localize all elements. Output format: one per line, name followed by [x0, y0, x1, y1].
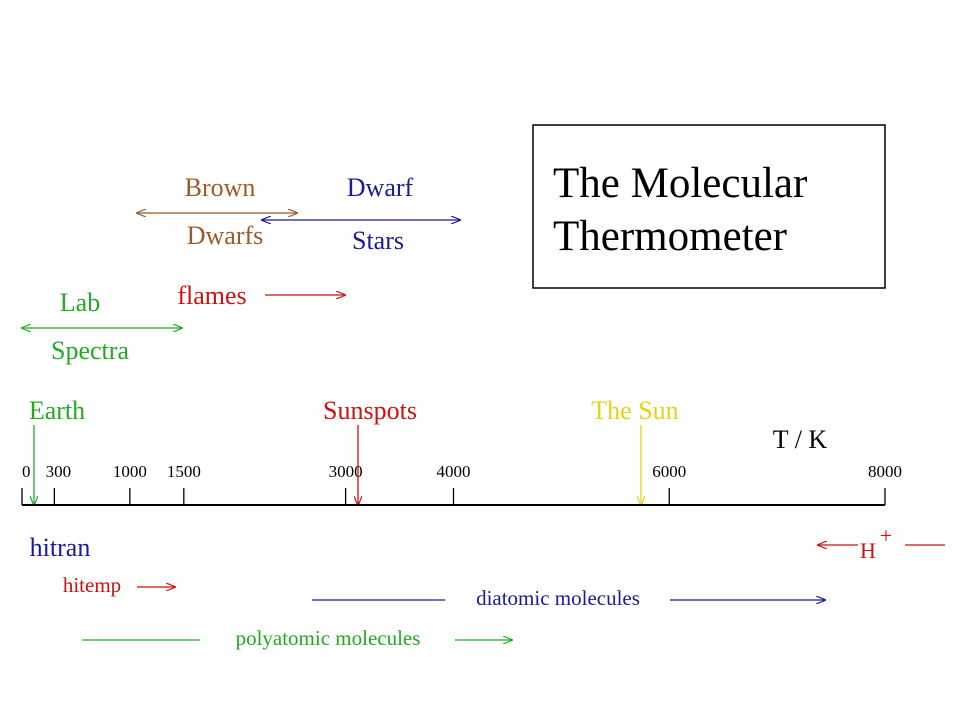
label: Earth	[29, 396, 85, 425]
label: hitemp	[63, 573, 121, 597]
label: hitran	[30, 533, 91, 562]
tick-label: 3000	[329, 462, 363, 481]
tick-label: 8000	[868, 462, 902, 481]
label: Dwarfs	[187, 221, 264, 250]
label: Stars	[352, 226, 404, 255]
label: polyatomic molecules	[236, 626, 421, 650]
title-box	[532, 124, 886, 289]
tick-label: 300	[46, 462, 72, 481]
label: The Sun	[591, 396, 678, 425]
label: +	[880, 523, 892, 548]
tick-label: 6000	[652, 462, 686, 481]
label: Spectra	[51, 336, 129, 365]
title-line: The Molecular	[553, 160, 807, 207]
tick-label: 1000	[113, 462, 147, 481]
label: Lab	[60, 288, 100, 317]
label: flames	[177, 281, 246, 310]
axis-label: T / K	[773, 425, 828, 454]
title-line: Thermometer	[553, 213, 787, 260]
label: H	[860, 538, 876, 563]
label: Sunspots	[323, 396, 417, 425]
label: Brown	[185, 173, 256, 202]
tick-label: 4000	[437, 462, 471, 481]
label: Dwarf	[347, 173, 414, 202]
tick-label: 1500	[167, 462, 201, 481]
tick-label: 0	[22, 462, 31, 481]
label: diatomic molecules	[476, 586, 640, 610]
